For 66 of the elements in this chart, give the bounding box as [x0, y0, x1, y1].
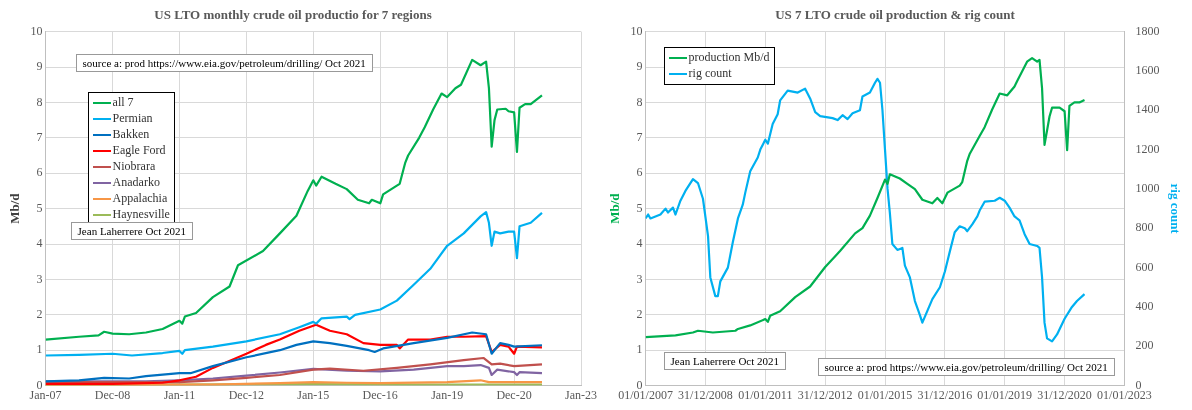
legend-label: all 7 [112, 95, 134, 111]
annotation: source a: prod https://www.eia.gov/petroleum/drilling/ Oct 2021 [817, 357, 1115, 376]
annotation: Jean Laherrere Oct 2021 [663, 351, 787, 370]
y-axis-title: Mb/d [7, 192, 23, 224]
legend-label: Bakken [112, 127, 150, 143]
y-tick-label: 3 [36, 271, 43, 286]
y-tick-label: 4 [636, 236, 643, 251]
y-tick-label: 8 [36, 94, 43, 109]
y-tick-label: 0 [36, 377, 43, 392]
y-tick-label: 0 [636, 377, 643, 392]
annotation: Jean Laherrere Oct 2021 [70, 221, 194, 240]
y-tick-label: 4 [36, 236, 43, 251]
legend-label: Eagle Ford [112, 143, 166, 159]
x-tick-label: 01/01/2011 [738, 387, 793, 402]
y-tick-label: 5 [636, 200, 643, 215]
x-tick-label: 31/12/2012 [797, 387, 853, 402]
y-tick-label: 1 [36, 342, 43, 357]
y2-tick-label: 0 [1135, 377, 1142, 392]
annotation: source a: prod https://www.eia.gov/petroleum/drilling/ Oct 2021 [75, 53, 373, 72]
legend-label: Appalachia [112, 191, 168, 207]
y-tick-label: 9 [636, 59, 643, 74]
x-tick-label: 01/01/2015 [857, 387, 913, 402]
x-tick-label: 31/12/2020 [1037, 387, 1092, 402]
x-tick-label: Dec-16 [362, 387, 398, 402]
x-tick-label: Dec-12 [228, 387, 264, 402]
x-tick-label: Jan-19 [431, 387, 464, 402]
x-tick-label: Dec-20 [496, 387, 532, 402]
y2-tick-label: 1800 [1135, 23, 1160, 38]
y2-tick-label: 1000 [1135, 181, 1160, 196]
legend-label: Haynesville [112, 207, 170, 223]
x-tick-label: Jan-15 [297, 387, 330, 402]
y2-tick-label: 1400 [1135, 102, 1160, 117]
y-tick-label: 2 [636, 306, 643, 321]
legend-label: rig count [688, 66, 732, 82]
y-tick-label: 2 [36, 306, 43, 321]
legend-label: Niobrara [112, 159, 156, 175]
y2-tick-label: 200 [1135, 338, 1154, 353]
y-tick-label: 6 [636, 165, 643, 180]
y2-tick-label: 400 [1135, 299, 1154, 314]
y-tick-label: 1 [636, 342, 643, 357]
y2-tick-label: 1200 [1135, 141, 1160, 156]
legend-label: Anadarko [112, 175, 160, 191]
x-tick-label: 01/01/2019 [977, 387, 1033, 402]
y-tick-label: 3 [636, 271, 643, 286]
y-tick-label: 7 [36, 129, 43, 144]
x-tick-label: Jan-11 [163, 387, 196, 402]
legend-label: production Mb/d [688, 50, 770, 66]
y-tick-label: 10 [30, 23, 43, 38]
x-tick-label: Jan-23 [565, 387, 597, 402]
x-tick-label: 31/12/2008 [678, 387, 733, 402]
chart-title: US 7 LTO crude oil production & rig count [775, 7, 1016, 23]
y2-tick-label: 1600 [1135, 63, 1160, 78]
y-axis-title: Mb/d [607, 192, 623, 224]
y-tick-label: 7 [636, 129, 643, 144]
y2-tick-label: 600 [1135, 259, 1154, 274]
y-tick-label: 6 [36, 165, 43, 180]
y-tick-label: 10 [630, 23, 643, 38]
x-tick-label: Dec-08 [94, 387, 131, 402]
y2-tick-label: 800 [1135, 220, 1154, 235]
y-tick-label: 9 [36, 59, 43, 74]
y2-axis-title: rig count [1167, 183, 1183, 235]
x-tick-label: 31/12/2016 [917, 387, 973, 402]
y-tick-label: 5 [36, 200, 43, 215]
chart-title: US LTO monthly crude oil productio for 7 regions [154, 7, 432, 23]
y-tick-label: 8 [636, 94, 643, 109]
legend-label: Permian [112, 111, 153, 127]
